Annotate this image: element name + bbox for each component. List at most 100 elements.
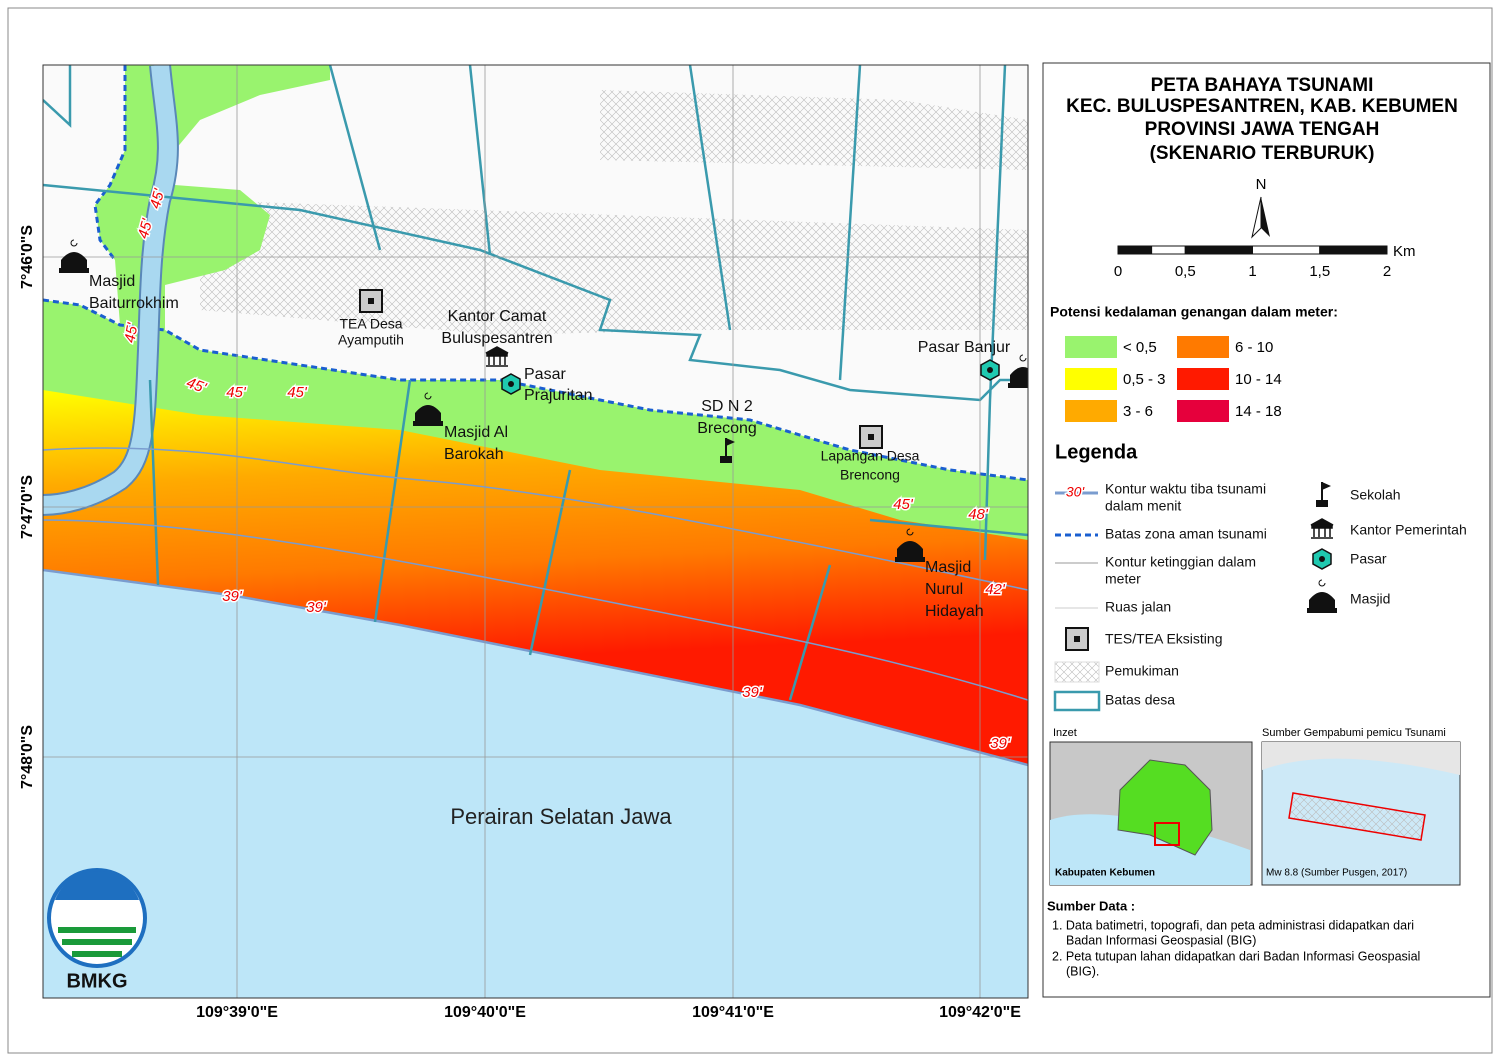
river: [43, 65, 177, 514]
map-shape: [328, 65, 382, 251]
depth-swatch: [1065, 368, 1117, 390]
place-label: Kantor Camat: [448, 308, 547, 325]
scale-label: 0: [1114, 263, 1122, 280]
map-shape: [55, 871, 139, 900]
sources: 1. Data batimetri, topografi, dan peta a…: [1052, 918, 1420, 978]
legend-label: Kontur waktu tiba tsunami: [1105, 481, 1266, 497]
map-shape: [1316, 482, 1331, 507]
legend-label: Pemukiman: [1105, 663, 1179, 679]
place-label: TEA Desa: [339, 316, 402, 332]
inset-title: Inzet: [1053, 727, 1077, 739]
title-line: (SKENARIO TERBURUK): [1150, 143, 1375, 164]
place-label: SD N 2: [701, 398, 753, 415]
map-shape: [1310, 518, 1334, 539]
legend-label: Kontur ketinggian dalam: [1105, 554, 1256, 570]
map-shape: [720, 438, 735, 463]
inset-caption: Kabupaten Kebumen: [1055, 868, 1155, 879]
contour-label: 42': [985, 581, 1006, 598]
depth-label: < 0,5: [1123, 339, 1157, 356]
depth-label: 14 - 18: [1235, 403, 1282, 420]
longitude-label: 109°39'0"E: [196, 1004, 278, 1021]
north-arrow: [1261, 197, 1270, 237]
title-line: PROVINSI JAWA TENGAH: [1145, 119, 1380, 140]
map-body: Masjid Baiturrokhim TEA Desa Ayamputih K…: [43, 65, 1028, 998]
legend-swatch: [1054, 661, 1100, 683]
map-shape: [528, 469, 572, 656]
depth-legend: < 0,5 0,5 - 3 3 - 6 6 - 10 10 - 14 14 - 18: [1065, 336, 1282, 422]
legend-label: TES/TEA Eksisting: [1105, 631, 1222, 647]
longitude-label: 109°41'0"E: [692, 1004, 774, 1021]
depth-swatch: [1065, 400, 1117, 422]
place-label: Lapangan Desa: [821, 448, 920, 464]
symbol-labels: Sekolah Kantor Pemerintah Pasar Masjid: [1350, 487, 1467, 607]
place-label: Baiturrokhim: [89, 295, 179, 312]
map-shape: [987, 367, 993, 373]
place-label: Prajuritan: [524, 387, 592, 404]
map-shape: [59, 910, 135, 922]
scale-segment: [1151, 245, 1186, 255]
safe-zone-boundary: [43, 298, 1028, 482]
map-shape: [148, 379, 160, 586]
map-shape: [1316, 500, 1328, 507]
contour-label: 45': [121, 321, 141, 344]
place-label: Pasar: [524, 366, 566, 383]
map-shape: [1322, 482, 1331, 490]
contour-label: 39': [222, 588, 243, 605]
place-label: Masjid: [89, 273, 135, 290]
contour-label: 39': [742, 684, 763, 701]
symbol-label: Masjid: [1350, 591, 1390, 607]
map-shape: [1117, 759, 1213, 856]
place-label: Pasar Banjur: [918, 339, 1011, 356]
map-shape: [373, 379, 412, 623]
source-line: 2. Peta tutupan lahan didapatkan dari Ba…: [1052, 949, 1420, 963]
place-label: Masjid Al: [444, 424, 508, 441]
map-shape: [1288, 792, 1426, 841]
map-shape: [1050, 814, 1250, 885]
scale-segment: [1319, 245, 1388, 255]
depth-heading: Potensi kedalaman genangan dalam meter:: [1050, 304, 1338, 320]
map-shape: [1154, 822, 1180, 846]
map-shape: [43, 447, 1028, 591]
map-shape: [485, 346, 509, 367]
scale-label: 1: [1248, 263, 1256, 280]
inset-locator: Kabupaten Kebumen: [1049, 741, 1253, 886]
logo-text: BMKG: [66, 970, 127, 992]
sea: [43, 570, 1028, 998]
map-shape: [43, 65, 72, 128]
map-shape: [1262, 742, 1460, 775]
place-label: Buluspesantren: [441, 330, 552, 347]
source-line: Badan Informasi Geospasial (BIG): [1066, 933, 1256, 947]
scale-label: 0,5: [1175, 263, 1196, 280]
inset-source: Mw 8.8 (Sumber Pusgen, 2017): [1261, 741, 1461, 886]
longitude-label: 109°42'0"E: [939, 1004, 1021, 1021]
place-label: Hidayah: [925, 603, 984, 620]
longitude-label: 109°40'0"E: [444, 1004, 526, 1021]
contour-label: 39': [306, 599, 327, 616]
place-label: Masjid: [925, 559, 971, 576]
place-label: Ayamputih: [338, 332, 404, 348]
legend-label: dalam menit: [1105, 498, 1181, 514]
scale-label: 1,5: [1309, 263, 1330, 280]
contour-label: 48': [968, 506, 989, 523]
contour-label: 39': [990, 735, 1011, 752]
symbol-label: Sekolah: [1350, 487, 1401, 503]
legend-swatch: [1053, 690, 1101, 712]
map-shape: [58, 927, 136, 957]
scale-bar: 0 0,5 1 1,5 2: [1114, 245, 1391, 280]
north-arrow: [1251, 196, 1262, 239]
sheet-border: [7, 7, 1493, 1054]
map-shape: [788, 564, 832, 701]
source-line: 1. Data batimetri, topografi, dan peta a…: [1052, 918, 1414, 932]
depth-swatch: [1065, 336, 1117, 358]
legend-contour-sample: 30': [1066, 484, 1086, 500]
title-line: KEC. BULUSPESANTREN, KAB. KEBUMEN: [1066, 96, 1458, 117]
map-shape: [1319, 556, 1325, 562]
map-shape: [720, 456, 732, 463]
map-shape: [468, 65, 492, 256]
legend-heading: Legenda: [1055, 441, 1138, 463]
inundation-deep: [43, 390, 1028, 770]
map-shape: [868, 434, 874, 440]
source-line: (BIG).: [1066, 964, 1099, 978]
sources-heading: Sumber Data :: [1047, 898, 1135, 913]
